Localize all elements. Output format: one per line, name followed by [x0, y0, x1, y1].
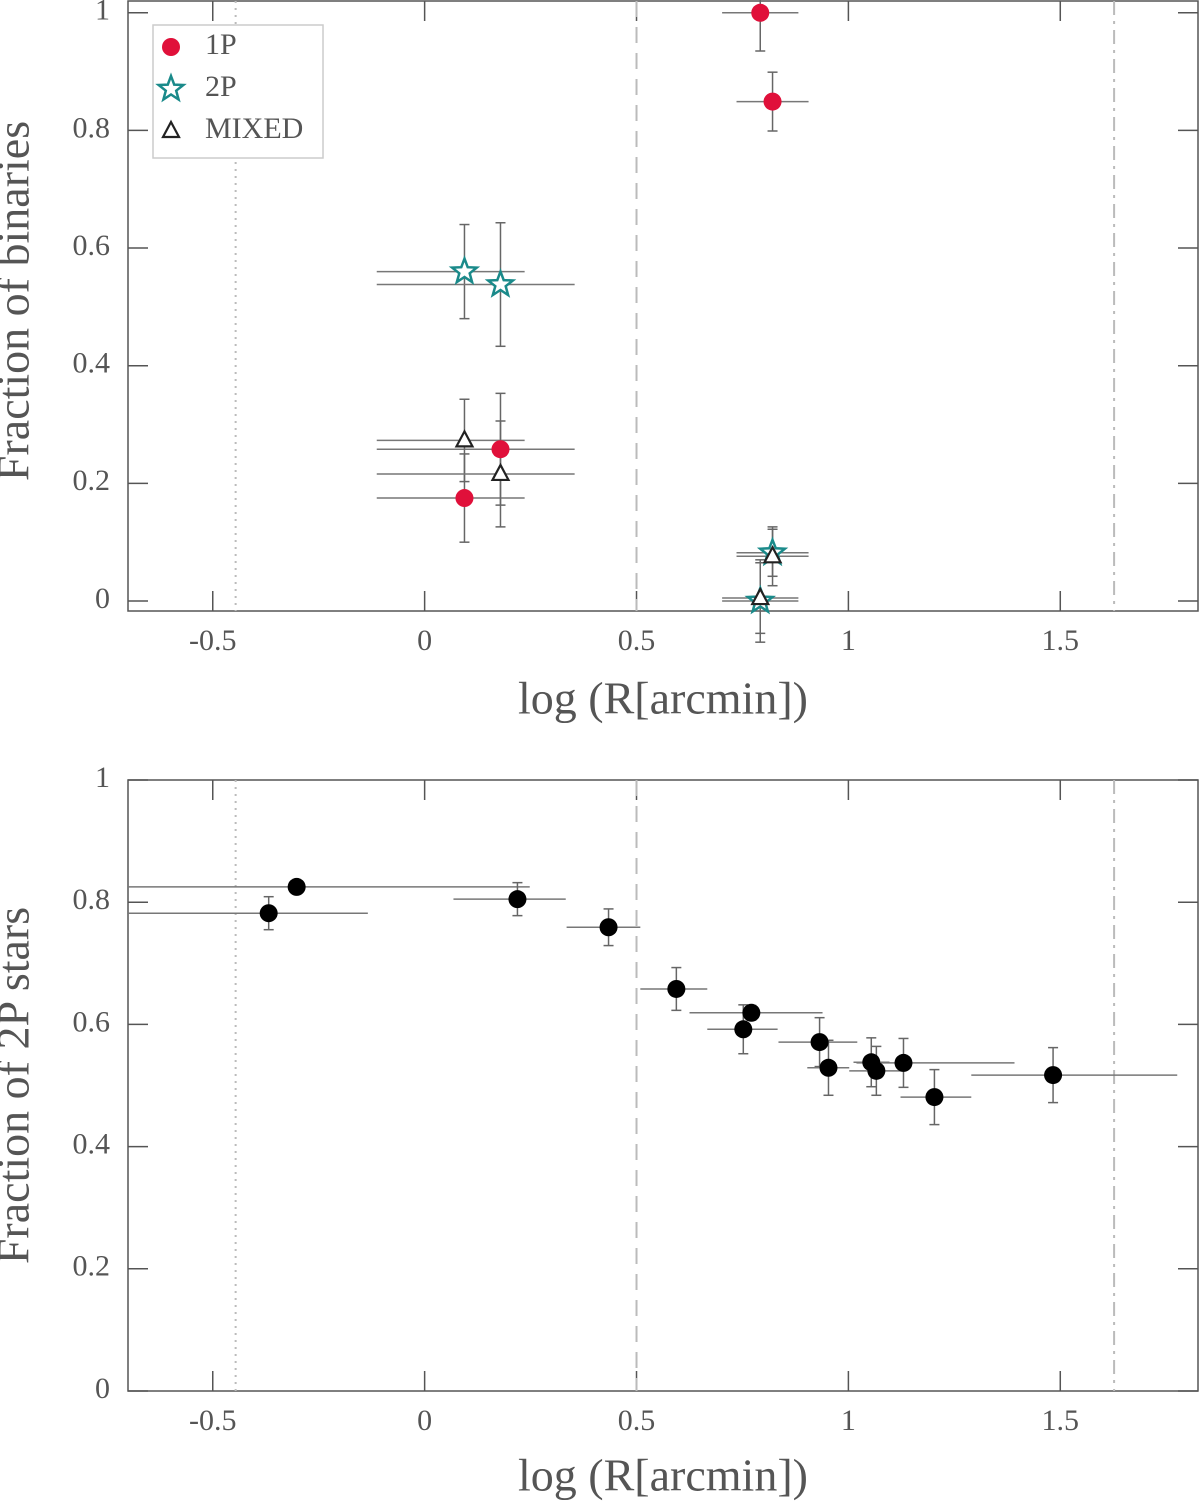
y-tick-label: 0	[95, 1372, 110, 1405]
point	[448, 255, 481, 286]
point	[925, 1088, 944, 1107]
legend-marker	[162, 38, 180, 56]
point	[259, 904, 278, 923]
y-axis-label: Fraction of 2P stars	[0, 907, 39, 1264]
y-tick-label: 0.8	[73, 883, 111, 916]
point	[762, 544, 783, 564]
y-tick-label: 0.2	[73, 1250, 111, 1283]
point	[750, 586, 771, 606]
x-axis-label: log (R[arcmin])	[518, 673, 808, 724]
point	[894, 1053, 913, 1072]
point	[1044, 1066, 1063, 1085]
y-tick-label: 1	[95, 761, 110, 794]
x-tick-label: 0.5	[618, 1404, 656, 1437]
point	[455, 489, 474, 508]
x-tick-label: 1	[841, 624, 856, 657]
legend-label: 2P	[205, 70, 237, 103]
x-tick-label: 0	[417, 1404, 432, 1437]
legend-marker	[155, 72, 187, 103]
point	[599, 918, 618, 937]
y-tick-label: 0.6	[73, 229, 111, 262]
y-axis-label: Fraction of binaries	[0, 121, 39, 481]
point	[763, 92, 782, 111]
y-tick-label: 1	[95, 0, 110, 27]
y-tick-label: 0.8	[73, 111, 111, 144]
x-tick-label: -0.5	[189, 1404, 237, 1437]
x-tick-label: 1.5	[1042, 1404, 1080, 1437]
point	[742, 1003, 761, 1022]
legend-marker	[161, 119, 181, 139]
point	[667, 979, 686, 998]
legend-box	[152, 24, 324, 159]
x-tick-label: 1	[841, 1404, 856, 1437]
x-tick-label: 0	[417, 624, 432, 657]
point	[751, 3, 770, 22]
y-tick-label: 0.2	[73, 464, 111, 497]
legend-label: 1P	[205, 28, 237, 61]
x-axis-label: log (R[arcmin])	[518, 1450, 808, 1501]
plot-frame	[127, 0, 1199, 612]
point	[491, 440, 510, 459]
point	[810, 1033, 829, 1052]
plot-frame	[127, 779, 1199, 1392]
y-tick-label: 0.6	[73, 1005, 111, 1038]
point	[508, 890, 527, 909]
x-tick-label: -0.5	[189, 624, 237, 657]
y-tick-label: 0.4	[73, 347, 111, 380]
point	[819, 1058, 838, 1077]
legend-label: MIXED	[205, 112, 303, 145]
y-tick-label: 0	[95, 582, 110, 615]
x-tick-label: 0.5	[618, 624, 656, 657]
point	[484, 267, 517, 298]
point	[287, 877, 306, 896]
point	[490, 462, 511, 482]
point	[867, 1061, 886, 1080]
x-tick-label: 1.5	[1042, 624, 1080, 657]
point	[454, 429, 475, 448]
point	[734, 1020, 753, 1039]
y-tick-label: 0.4	[73, 1127, 111, 1160]
